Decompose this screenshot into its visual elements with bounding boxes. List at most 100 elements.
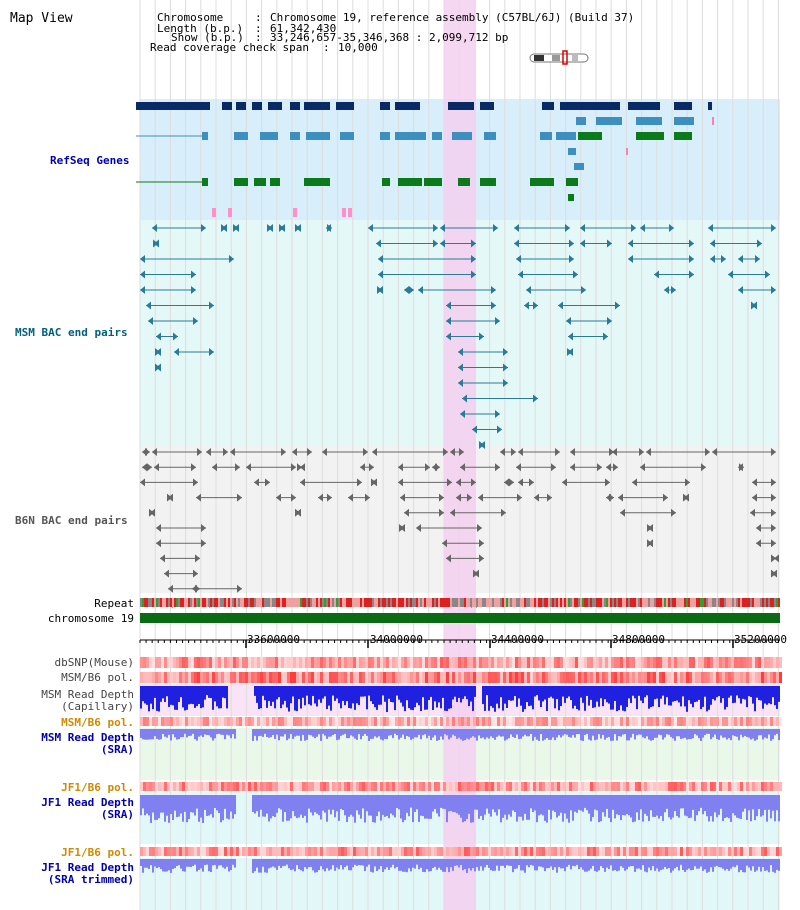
read-depth-bar [448,795,450,812]
polymorphism-cell [257,672,260,683]
read-depth-bar [308,859,310,868]
read-depth-bar [626,795,628,815]
read-depth-bar [426,729,428,739]
repeat-element [542,598,544,607]
repeat-element [288,598,290,607]
polymorphism-cell [764,717,767,726]
read-depth-bar [254,729,256,736]
polymorphism-cell [623,672,626,683]
polymorphism-cell [599,847,602,856]
read-depth-bar [208,686,210,698]
read-depth-bar [322,729,324,734]
polymorphism-cell [440,657,443,668]
polymorphism-cell [254,672,257,683]
repeat-element [408,598,410,607]
read-depth-bar [614,686,616,701]
polymorphism-cell [320,717,323,726]
polymorphism-cell [260,782,263,791]
polymorphism-cell [770,672,773,683]
read-depth-bar [594,795,596,810]
bac-end-marker [689,270,694,279]
read-depth-bar [582,795,584,812]
bac-end-marker [327,224,332,232]
polymorphism-cell [446,782,449,791]
read-depth-bar [334,686,336,701]
read-depth-bar [192,795,194,813]
polymorphism-cell [260,672,263,683]
polymorphism-cell [332,782,335,791]
polymorphism-cell [527,717,530,726]
polymorphism-cell [182,657,185,668]
read-depth-bar [398,859,400,871]
read-depth-bar [574,686,576,706]
bac-end-marker [142,463,147,472]
read-depth-bar [168,729,170,735]
polymorphism-cell [407,717,410,726]
polymorphism-cell [506,847,509,856]
polymorphism-cell [197,717,200,726]
read-depth-bar [428,729,430,736]
polymorphism-cell [527,672,530,683]
read-depth-bar [584,729,586,735]
read-depth-bar [446,795,448,823]
polymorphism-cell [770,717,773,726]
polymorphism-cell [146,672,149,683]
read-depth-bar [520,686,522,706]
polymorphism-cell [599,672,602,683]
polymorphism-cell [335,717,338,726]
bac-end-marker [168,584,173,593]
polymorphism-cell [578,847,581,856]
read-depth-bar [394,729,396,734]
polymorphism-cell [488,847,491,856]
polymorphism-cell [551,717,554,726]
bac-end-marker [446,301,451,310]
jf1-b6-pol-2-label: JF1/B6 pol. [61,846,134,859]
repeat-element [322,598,324,607]
polymorphism-cell [242,847,245,856]
read-depth-bar [758,729,760,736]
polymorphism-cell [206,847,209,856]
polymorphism-cell [512,717,515,726]
polymorphism-cell [650,782,653,791]
polymorphism-cell [284,657,287,668]
repeat-element [198,598,200,607]
polymorphism-cell [470,657,473,668]
polymorphism-cell [416,657,419,668]
polymorphism-cell [743,847,746,856]
read-depth-bar [536,859,538,871]
polymorphism-cell [632,782,635,791]
read-depth-bar [450,729,452,738]
read-depth-bar [338,859,340,870]
read-depth-bar [566,795,568,819]
read-depth-bar [580,729,582,741]
read-depth-bar [224,729,226,740]
bac-end-marker [756,539,761,548]
polymorphism-cell [386,657,389,668]
read-depth-bar [332,729,334,736]
read-depth-bar [344,686,346,706]
read-depth-bar [606,729,608,738]
polymorphism-cell [140,657,143,668]
read-depth-bar [620,795,622,821]
read-depth-bar [522,795,524,821]
polymorphism-cell [773,657,776,668]
read-depth-bar [472,686,474,711]
polymorphism-cell [644,672,647,683]
read-depth-bar [410,795,412,808]
bac-end-marker [140,255,145,263]
read-depth-bar [706,729,708,734]
read-depth-bar [342,729,344,735]
polymorphism-cell [704,847,707,856]
repeat-element [248,598,250,607]
polymorphism-cell [707,672,710,683]
read-depth-bar [544,795,546,821]
polymorphism-cell [197,657,200,668]
read-depth-bar [398,729,400,740]
polymorphism-cell [143,657,146,668]
polymorphism-cell [398,717,401,726]
repeat-element [272,598,274,607]
read-depth-bar [344,795,346,816]
polymorphism-cell [149,847,152,856]
bac-end-marker [683,493,688,502]
